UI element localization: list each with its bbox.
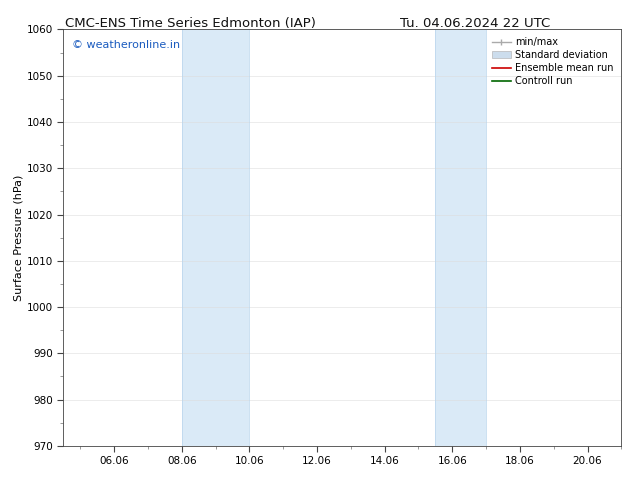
Bar — [436, 29, 486, 446]
Text: CMC-ENS Time Series Edmonton (IAP): CMC-ENS Time Series Edmonton (IAP) — [65, 17, 316, 30]
Y-axis label: Surface Pressure (hPa): Surface Pressure (hPa) — [14, 174, 24, 301]
Bar — [182, 29, 249, 446]
Text: Tu. 04.06.2024 22 UTC: Tu. 04.06.2024 22 UTC — [401, 17, 550, 30]
Text: © weatheronline.in: © weatheronline.in — [72, 40, 180, 50]
Legend: min/max, Standard deviation, Ensemble mean run, Controll run: min/max, Standard deviation, Ensemble me… — [489, 34, 616, 89]
